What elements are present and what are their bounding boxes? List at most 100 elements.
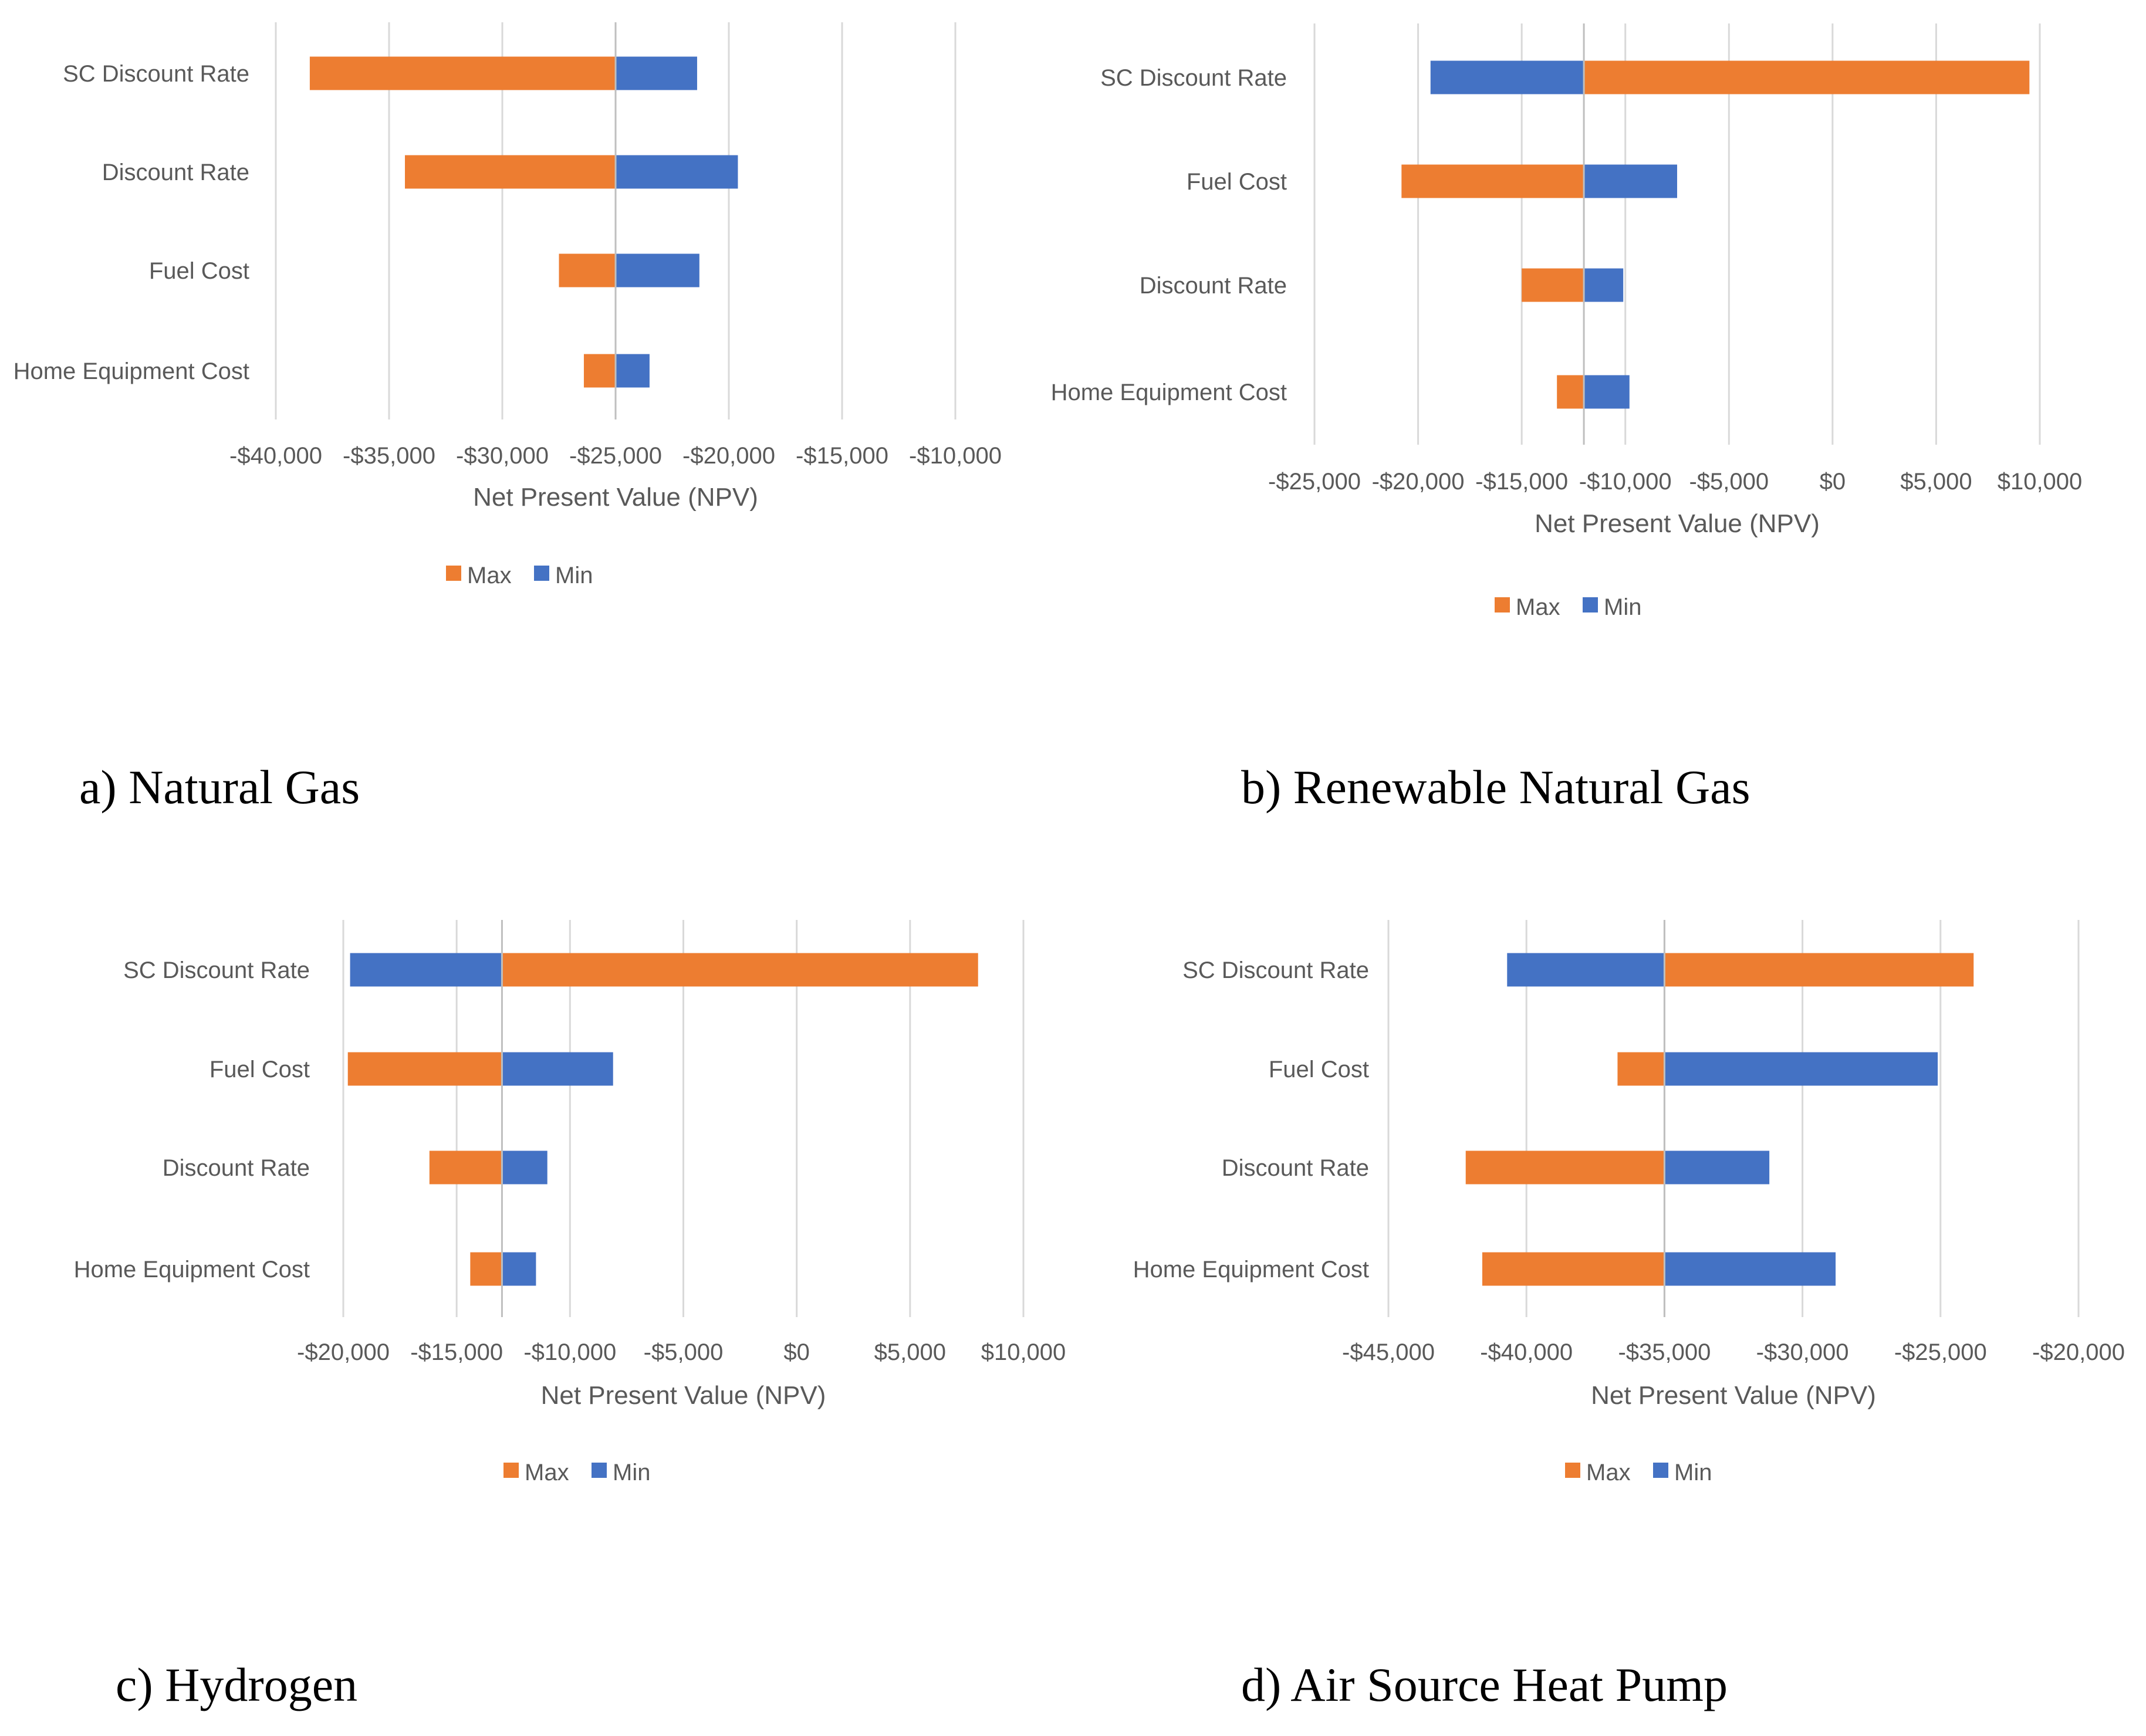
category-label: Home Equipment Cost	[74, 1257, 310, 1282]
x-axis-title: Net Present Value (NPV)	[1591, 1381, 1876, 1410]
bar-min-home-equipment-cost	[502, 1252, 536, 1286]
x-axis-title: Net Present Value (NPV)	[473, 483, 758, 512]
bar-min-sc-discount-rate	[350, 953, 502, 987]
category-label: SC Discount Rate	[1182, 957, 1369, 983]
x-tick-label: -$5,000	[644, 1339, 724, 1365]
caption-natural-gas: a) Natural Gas	[79, 760, 360, 814]
legend-label-min: Min	[1604, 594, 1641, 620]
bar-max-home-equipment-cost	[1482, 1252, 1665, 1286]
legend-label-max: Max	[525, 1460, 569, 1485]
bar-min-discount-rate	[1584, 268, 1624, 302]
x-tick-label: $0	[1820, 469, 1846, 495]
category-label: SC Discount Rate	[63, 61, 249, 87]
category-label: Discount Rate	[1222, 1155, 1369, 1181]
bar-min-home-equipment-cost	[1664, 1252, 1836, 1286]
caption-air-source-heat-pump: d) Air Source Heat Pump	[1241, 1658, 1728, 1711]
x-tick-label: -$15,000	[1475, 469, 1568, 495]
x-tick-label: -$30,000	[1756, 1339, 1849, 1365]
x-tick-label: -$25,000	[1268, 469, 1361, 495]
category-label: Fuel Cost	[209, 1057, 310, 1082]
caption-renewable-natural-gas: b) Renewable Natural Gas	[1241, 760, 1750, 814]
bar-max-fuel-cost	[347, 1052, 502, 1086]
x-tick-label: -$10,000	[523, 1339, 616, 1365]
bar-max-fuel-cost	[1617, 1052, 1665, 1086]
legend-label-max: Max	[1586, 1460, 1631, 1485]
x-tick-label: $0	[783, 1339, 810, 1365]
category-label: Discount Rate	[1140, 273, 1287, 299]
bar-max-sc-discount-rate	[502, 953, 978, 987]
category-label: Fuel Cost	[149, 258, 249, 284]
category-label: SC Discount Rate	[123, 957, 310, 983]
legend-swatch-max	[446, 566, 461, 581]
bar-min-fuel-cost	[616, 253, 699, 287]
legend-label-min: Min	[555, 563, 593, 588]
x-tick-label: -$20,000	[1372, 469, 1465, 495]
legend-label-max: Max	[467, 563, 512, 588]
bar-min-discount-rate	[616, 155, 738, 189]
legend-label-min: Min	[613, 1460, 650, 1485]
category-label: Home Equipment Cost	[13, 358, 249, 384]
bar-min-sc-discount-rate	[1430, 60, 1584, 94]
bar-min-fuel-cost	[1584, 164, 1677, 198]
legend-swatch-max	[1565, 1463, 1580, 1478]
category-label: Discount Rate	[102, 160, 249, 185]
x-tick-label: -$20,000	[297, 1339, 390, 1365]
x-tick-label: -$15,000	[410, 1339, 503, 1365]
bar-min-home-equipment-cost	[1584, 375, 1630, 409]
x-tick-label: $5,000	[874, 1339, 946, 1365]
x-tick-label: -$40,000	[229, 443, 322, 469]
bar-min-discount-rate	[1664, 1150, 1770, 1185]
category-label: Home Equipment Cost	[1133, 1257, 1369, 1282]
bar-min-fuel-cost	[502, 1052, 613, 1086]
x-tick-label: $10,000	[981, 1339, 1066, 1365]
x-tick-label: -$20,000	[2032, 1339, 2125, 1365]
x-axis-title: Net Present Value (NPV)	[1535, 509, 1820, 538]
legend-swatch-min	[592, 1463, 607, 1478]
bar-max-sc-discount-rate	[1664, 953, 1974, 987]
x-tick-label: -$35,000	[1618, 1339, 1711, 1365]
x-tick-label: -$25,000	[569, 443, 662, 469]
x-tick-label: $10,000	[1998, 469, 2083, 495]
chart-panel-natural-gas: SC Discount Rate Discount Rate Fuel Cost Ho…	[13, 22, 1002, 588]
chart-panel-renewable-natural-gas: SC Discount Rate Fuel Cost Discount Rate Ho…	[1051, 23, 2083, 620]
legend-swatch-min	[1653, 1463, 1668, 1478]
bar-min-sc-discount-rate	[616, 56, 697, 90]
legend-swatch-max	[503, 1463, 519, 1478]
bar-min-fuel-cost	[1664, 1052, 1938, 1086]
legend-swatch-min	[534, 566, 549, 581]
x-tick-label: -$45,000	[1342, 1339, 1435, 1365]
bar-min-home-equipment-cost	[616, 354, 650, 388]
caption-hydrogen: c) Hydrogen	[116, 1658, 358, 1711]
chart-panel-air-source-heat-pump: SC Discount Rate Fuel Cost Discount Rate Ho…	[1133, 920, 2125, 1485]
category-label: Home Equipment Cost	[1051, 380, 1287, 405]
category-label: Discount Rate	[163, 1155, 310, 1181]
legend-swatch-max	[1495, 597, 1510, 612]
bar-max-home-equipment-cost	[1557, 375, 1584, 409]
bar-max-discount-rate	[405, 155, 616, 189]
x-tick-label: -$10,000	[909, 443, 1002, 469]
bar-max-fuel-cost	[559, 253, 616, 287]
legend-swatch-min	[1583, 597, 1598, 612]
x-tick-label: -$35,000	[343, 443, 435, 469]
x-tick-label: -$15,000	[796, 443, 888, 469]
x-tick-label: -$5,000	[1689, 469, 1769, 495]
bar-max-discount-rate	[1465, 1150, 1665, 1185]
x-tick-label: -$20,000	[682, 443, 775, 469]
x-tick-label: -$30,000	[456, 443, 549, 469]
bar-max-home-equipment-cost	[583, 354, 616, 388]
bar-min-sc-discount-rate	[1507, 953, 1665, 987]
x-tick-label: -$25,000	[1894, 1339, 1987, 1365]
bar-max-discount-rate	[1522, 268, 1584, 302]
category-label: Fuel Cost	[1187, 169, 1287, 195]
x-axis-title: Net Present Value (NPV)	[541, 1381, 826, 1410]
legend-label-min: Min	[1674, 1460, 1712, 1485]
category-label: Fuel Cost	[1269, 1057, 1369, 1082]
category-label: SC Discount Rate	[1100, 65, 1287, 91]
bar-max-home-equipment-cost	[470, 1252, 502, 1286]
x-tick-label: $5,000	[1900, 469, 1972, 495]
bar-max-discount-rate	[429, 1150, 502, 1185]
bar-max-sc-discount-rate	[309, 56, 616, 90]
bar-max-sc-discount-rate	[1584, 60, 2030, 94]
bar-min-discount-rate	[502, 1150, 548, 1185]
